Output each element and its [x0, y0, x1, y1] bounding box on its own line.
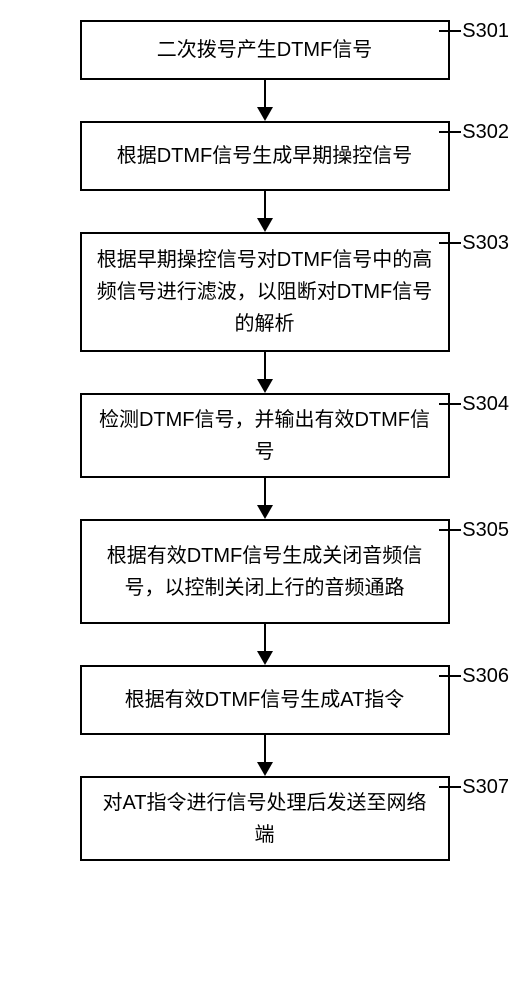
flowchart-container: 二次拨号产生DTMF信号 S301 根据DTMF信号生成早期操控信号 S302 根据早期… [20, 20, 509, 861]
arrow-down [257, 624, 273, 665]
arrow-head-icon [257, 379, 273, 393]
arrow-head-icon [257, 107, 273, 121]
arrow-down [257, 191, 273, 232]
flow-step-row: 对AT指令进行信号处理后发送至网络端 S307 [20, 776, 509, 861]
flow-step-box: 根据有效DTMF信号生成关闭音频信号，以控制关闭上行的音频通路 [80, 519, 450, 624]
flow-step-label: S303 [462, 232, 509, 255]
flow-step-label: S304 [462, 393, 509, 416]
label-connector [439, 131, 461, 133]
arrow-down [257, 352, 273, 393]
flow-step-box: 对AT指令进行信号处理后发送至网络端 [80, 776, 450, 861]
flow-step-row: 二次拨号产生DTMF信号 S301 [20, 20, 509, 80]
arrow-head-icon [257, 505, 273, 519]
flow-step-row: 检测DTMF信号，并输出有效DTMF信号 S304 [20, 393, 509, 478]
arrow-down [257, 478, 273, 519]
flow-step-row: 根据有效DTMF信号生成AT指令 S306 [20, 665, 509, 735]
arrow-head-icon [257, 218, 273, 232]
label-connector [439, 30, 461, 32]
arrow-line [264, 352, 266, 380]
arrow-line [264, 478, 266, 506]
flow-step-box: 二次拨号产生DTMF信号 [80, 20, 450, 80]
arrow-line [264, 735, 266, 763]
flow-step-row: 根据DTMF信号生成早期操控信号 S302 [20, 121, 509, 191]
label-connector [439, 403, 461, 405]
flow-step-label: S306 [462, 665, 509, 688]
flow-step-row: 根据有效DTMF信号生成关闭音频信号，以控制关闭上行的音频通路 S305 [20, 519, 509, 624]
flow-step-box: 根据有效DTMF信号生成AT指令 [80, 665, 450, 735]
flow-step-box: 根据DTMF信号生成早期操控信号 [80, 121, 450, 191]
arrow-down [257, 735, 273, 776]
arrow-down [257, 80, 273, 121]
flow-step-label: S301 [462, 20, 509, 43]
flow-step-box: 根据早期操控信号对DTMF信号中的高频信号进行滤波，以阻断对DTMF信号的解析 [80, 232, 450, 352]
flow-step-row: 根据早期操控信号对DTMF信号中的高频信号进行滤波，以阻断对DTMF信号的解析 S… [20, 232, 509, 352]
arrow-line [264, 191, 266, 219]
flow-step-label: S305 [462, 519, 509, 542]
label-connector [439, 242, 461, 244]
label-connector [439, 529, 461, 531]
arrow-line [264, 80, 266, 108]
label-connector [439, 786, 461, 788]
arrow-line [264, 624, 266, 652]
flow-step-label: S307 [462, 776, 509, 799]
arrow-head-icon [257, 651, 273, 665]
arrow-head-icon [257, 762, 273, 776]
flow-step-label: S302 [462, 121, 509, 144]
label-connector [439, 675, 461, 677]
flow-step-box: 检测DTMF信号，并输出有效DTMF信号 [80, 393, 450, 478]
